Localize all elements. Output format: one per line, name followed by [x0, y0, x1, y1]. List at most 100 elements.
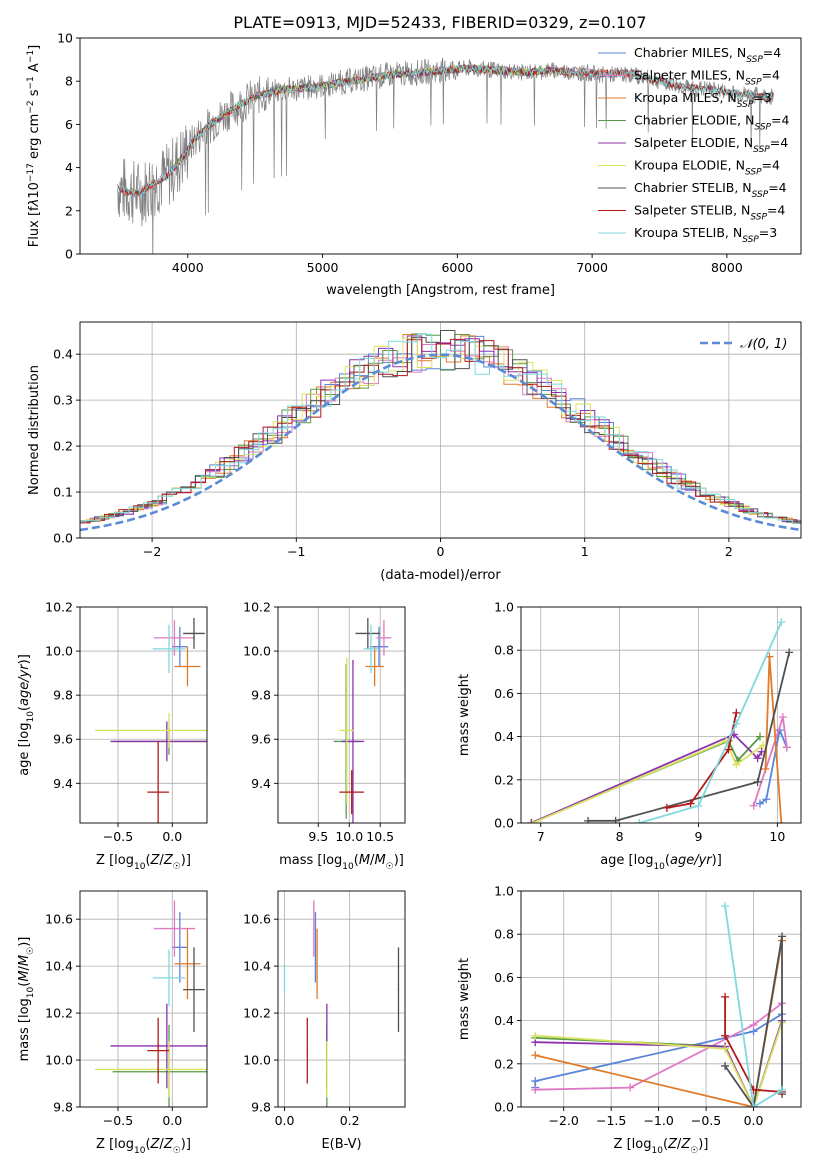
y-tick-label: 0.4	[494, 729, 514, 744]
y-tick-label: 0.4	[53, 347, 73, 362]
y-tick-label: 0.0	[494, 816, 514, 831]
histogram-step	[80, 334, 801, 524]
weight-line	[724, 905, 783, 1107]
y-tick-label: 10.0	[45, 1053, 73, 1068]
y-tick-label: 4	[65, 160, 73, 175]
weight-marker	[721, 1044, 730, 1053]
legend-label: Chabrier ELODIE, NSSP=4	[634, 113, 789, 133]
axes-frame	[277, 890, 406, 1108]
axes-age-vs-mass: 9.5 10.0 10.59.49.69.810.010.2	[243, 600, 406, 844]
y-tick-label: 0.2	[53, 439, 73, 454]
y-tick-label: 0.4	[494, 1013, 514, 1028]
histogram-step	[80, 338, 801, 524]
x-axis-label: E(B-V)	[321, 1137, 361, 1152]
legend-label: 𝒩(0, 1)	[740, 337, 787, 352]
x-tick-label: −1.0	[643, 1113, 673, 1128]
axes-mass-vs-metallicity: −0.5 0.0 9.8 10.0 10.2 10.4 10.6	[45, 890, 208, 1128]
y-axis-label: Flux [fλ10−17 erg cm−2 s−1 A−1]	[26, 45, 42, 247]
y-tick-label: 9.6	[251, 732, 271, 747]
y-axis-label: Normed distribution	[27, 365, 42, 495]
x-tick-label: 7000	[576, 260, 608, 275]
weight-marker	[777, 618, 786, 627]
weight-marker	[626, 1083, 635, 1092]
y-tick-label: 0.6	[494, 686, 514, 701]
x-axis-label: Z [log10(Z/Z☉)]	[614, 1137, 709, 1156]
axes-age-vs-metallicity: −0.5 0.0 9.4 9.6 9.8 10.0 10.2	[45, 600, 208, 844]
y-tick-label: 10.0	[45, 644, 73, 659]
y-tick-label: 10.6	[45, 912, 73, 927]
y-tick-label: 8	[65, 74, 73, 89]
legend-label: Kroupa STELIB, NSSP=3	[634, 225, 777, 245]
legend-label: Salpeter STELIB, NSSP=4	[634, 203, 785, 223]
y-tick-label: 9.8	[251, 1100, 271, 1115]
plot-area-residual-histogram	[80, 330, 801, 532]
y-tick-label: 6	[65, 117, 73, 132]
y-tick-label: 9.6	[53, 732, 73, 747]
axes-mass-weight-vs-age: 7 8 9 10 0.0 0.2 0.4 0.6 0.8 1.0	[494, 600, 802, 844]
weight-marker	[761, 765, 770, 773]
y-tick-label: 10.2	[243, 600, 271, 615]
weight-marker	[694, 801, 703, 810]
y-tick-label: 10	[57, 31, 73, 46]
x-axis-label: Z [log10(Z/Z☉)]	[96, 853, 191, 872]
weight-marker	[662, 803, 671, 812]
x-tick-label: −0.5	[103, 829, 133, 844]
y-tick-label: 0.8	[494, 643, 514, 658]
weight-marker	[611, 816, 620, 823]
y-tick-label: 0.0	[53, 531, 73, 546]
y-tick-label: 9.8	[53, 688, 73, 703]
x-tick-label: 8000	[711, 260, 743, 275]
weight-marker	[686, 799, 695, 808]
legend-label: Kroupa ELODIE, NSSP=4	[634, 158, 780, 178]
histogram-step	[80, 337, 801, 524]
weight-marker	[721, 1061, 730, 1070]
weight-marker	[778, 713, 787, 722]
weight-marker	[755, 732, 764, 741]
weight-marker	[531, 1077, 540, 1086]
legend-label: Chabrier MILES, NSSP=4	[634, 45, 781, 65]
y-axis-label: mass weight	[457, 674, 472, 756]
axes-frame	[277, 606, 406, 824]
x-tick-label: 10.0	[335, 829, 363, 844]
axes-frame	[79, 606, 208, 824]
x-tick-label: 2	[725, 544, 733, 559]
weight-line	[535, 1002, 783, 1091]
normal-curve	[80, 353, 801, 532]
x-tick-label: −1	[287, 544, 305, 559]
weight-marker	[749, 1103, 758, 1107]
y-tick-label: 10.0	[243, 644, 271, 659]
weight-line	[724, 936, 783, 1107]
x-axis-label: mass [log10(M/M☉)]	[279, 853, 404, 872]
plot-area-age-vs-mass	[333, 618, 392, 823]
x-tick-label: −0.5	[103, 1113, 133, 1128]
weight-line	[724, 996, 783, 1093]
x-tick-label: 8	[616, 829, 624, 844]
legend-label: Kroupa MILES, NSSP=3	[634, 90, 772, 110]
weight-marker	[753, 754, 762, 763]
x-tick-label: 9.5	[308, 829, 328, 844]
axes-residual-histogram: −2 −1 0 1 2 0.0 0.1 0.2 0.3 0.4	[53, 321, 802, 559]
x-tick-label: 7	[537, 829, 545, 844]
y-axis-label: mass weight	[457, 958, 472, 1040]
weight-marker	[749, 1020, 758, 1029]
y-tick-label: 9.4	[53, 776, 73, 791]
spectrum-model-line	[117, 63, 774, 199]
x-tick-label: 9	[694, 829, 702, 844]
weight-marker	[635, 819, 644, 823]
y-tick-label: 0.1	[53, 485, 73, 500]
y-tick-label: 2	[65, 203, 73, 218]
y-tick-label: 0.0	[494, 1100, 514, 1115]
x-tick-label: −0.5	[691, 1113, 721, 1128]
plot-area-age-vs-metallicity	[95, 618, 207, 823]
legend-label: Salpeter MILES, NSSP=4	[634, 68, 780, 88]
y-tick-label: 0.3	[53, 393, 73, 408]
x-tick-label: 0.0	[275, 1113, 295, 1128]
weight-line	[532, 739, 764, 823]
weight-line	[588, 652, 791, 822]
weight-marker	[584, 816, 593, 823]
y-tick-label: 0	[65, 247, 73, 262]
x-tick-label: 0.0	[162, 829, 182, 844]
weight-marker	[778, 932, 787, 941]
y-tick-label: 9.4	[251, 776, 271, 791]
x-tick-label: −1.5	[596, 1113, 626, 1128]
